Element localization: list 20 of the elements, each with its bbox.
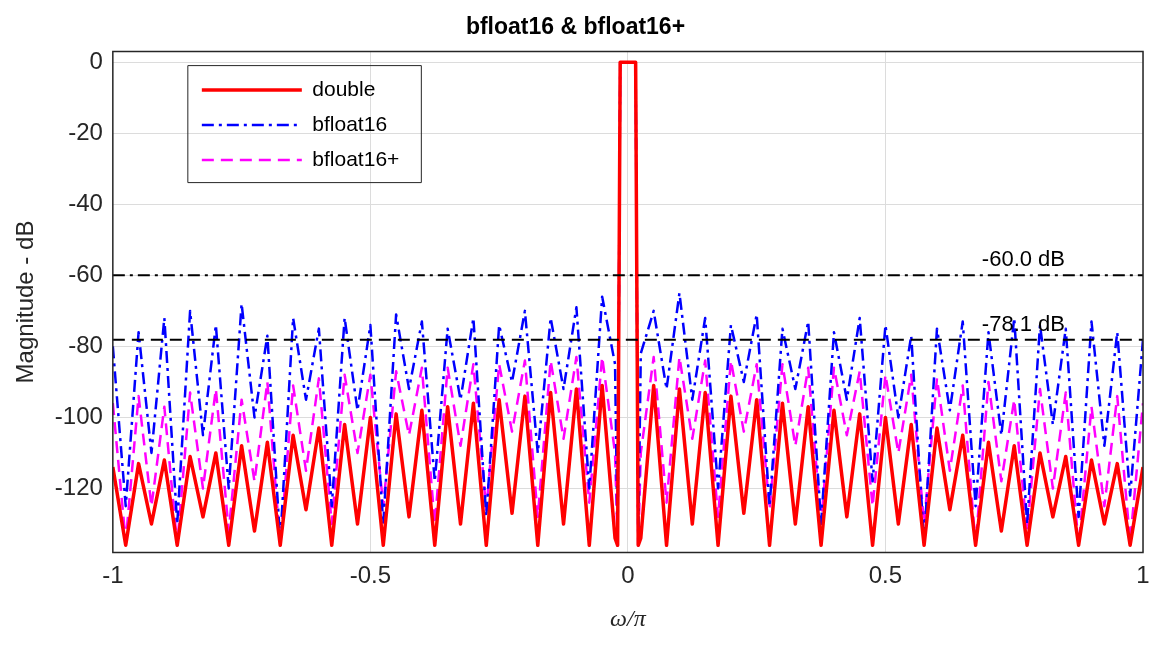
x-axis-title: ω/π <box>610 604 647 631</box>
y-tick-label: -60 <box>68 259 103 287</box>
x-tick-label: 1 <box>1136 561 1150 589</box>
y-tick-label: -100 <box>54 402 103 430</box>
x-tick-label: -0.5 <box>349 561 392 589</box>
x-tick-label: 0.5 <box>868 561 903 589</box>
y-tick-label: -80 <box>68 331 103 359</box>
ref-line-label: -78.1 dB <box>981 310 1065 336</box>
y-tick-label: -120 <box>54 473 103 501</box>
y-axis-title: Magnitude - dB <box>11 220 39 384</box>
x-tick-label: 0 <box>621 561 635 589</box>
y-tick-label: -20 <box>68 117 103 145</box>
y-tick-label: 0 <box>89 46 103 74</box>
ref-line-label: -60.0 dB <box>981 246 1065 272</box>
x-tick-label: -1 <box>102 561 124 589</box>
legend-label: double <box>312 76 376 100</box>
chart-title: bfloat16 & bfloat16+ <box>465 13 686 40</box>
legend-label: bfloat16 <box>312 111 388 135</box>
legend-label: bfloat16+ <box>312 146 400 170</box>
y-tick-label: -40 <box>68 188 103 216</box>
